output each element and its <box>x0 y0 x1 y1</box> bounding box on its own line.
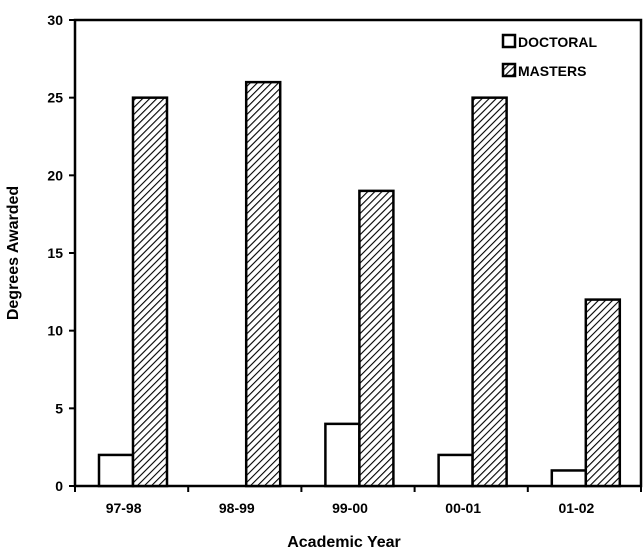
y-tick-label: 25 <box>47 90 63 106</box>
y-tick-label: 10 <box>47 323 63 339</box>
x-tick-label: 99-00 <box>332 500 368 516</box>
bar-doctoral <box>97 453 135 488</box>
x-tick-label: 01-02 <box>558 500 594 516</box>
x-tick-label: 97-98 <box>106 500 142 516</box>
bars <box>97 80 622 488</box>
bar-doctoral <box>324 422 361 488</box>
x-tick-label: 98-99 <box>219 500 255 516</box>
y-axis: 0 5 10 15 20 25 30 <box>47 12 75 494</box>
legend-swatch-masters <box>501 62 517 78</box>
bar-masters <box>244 80 282 488</box>
x-axis: 97-98 98-99 99-00 00-01 01-02 <box>74 486 642 516</box>
y-tick-label: 5 <box>55 400 63 416</box>
legend-label-masters: MASTERS <box>518 63 586 79</box>
legend: DOCTORAL MASTERS <box>501 33 598 79</box>
y-tick-label: 20 <box>47 167 63 183</box>
x-tick-label: 00-01 <box>445 500 481 516</box>
bar-masters <box>131 96 169 488</box>
bar-masters <box>471 96 508 488</box>
y-tick-label: 30 <box>47 12 63 28</box>
legend-swatch-doctoral <box>501 33 517 49</box>
y-axis-title: Degrees Awarded <box>5 186 22 320</box>
legend-label-doctoral: DOCTORAL <box>518 34 598 50</box>
bar-doctoral <box>550 469 588 488</box>
bar-masters <box>584 298 622 488</box>
bar-doctoral <box>437 453 474 488</box>
y-tick-label: 0 <box>55 478 63 494</box>
y-tick-label: 15 <box>47 245 63 261</box>
x-axis-title: Academic Year <box>287 534 401 551</box>
bar-masters <box>358 189 395 488</box>
